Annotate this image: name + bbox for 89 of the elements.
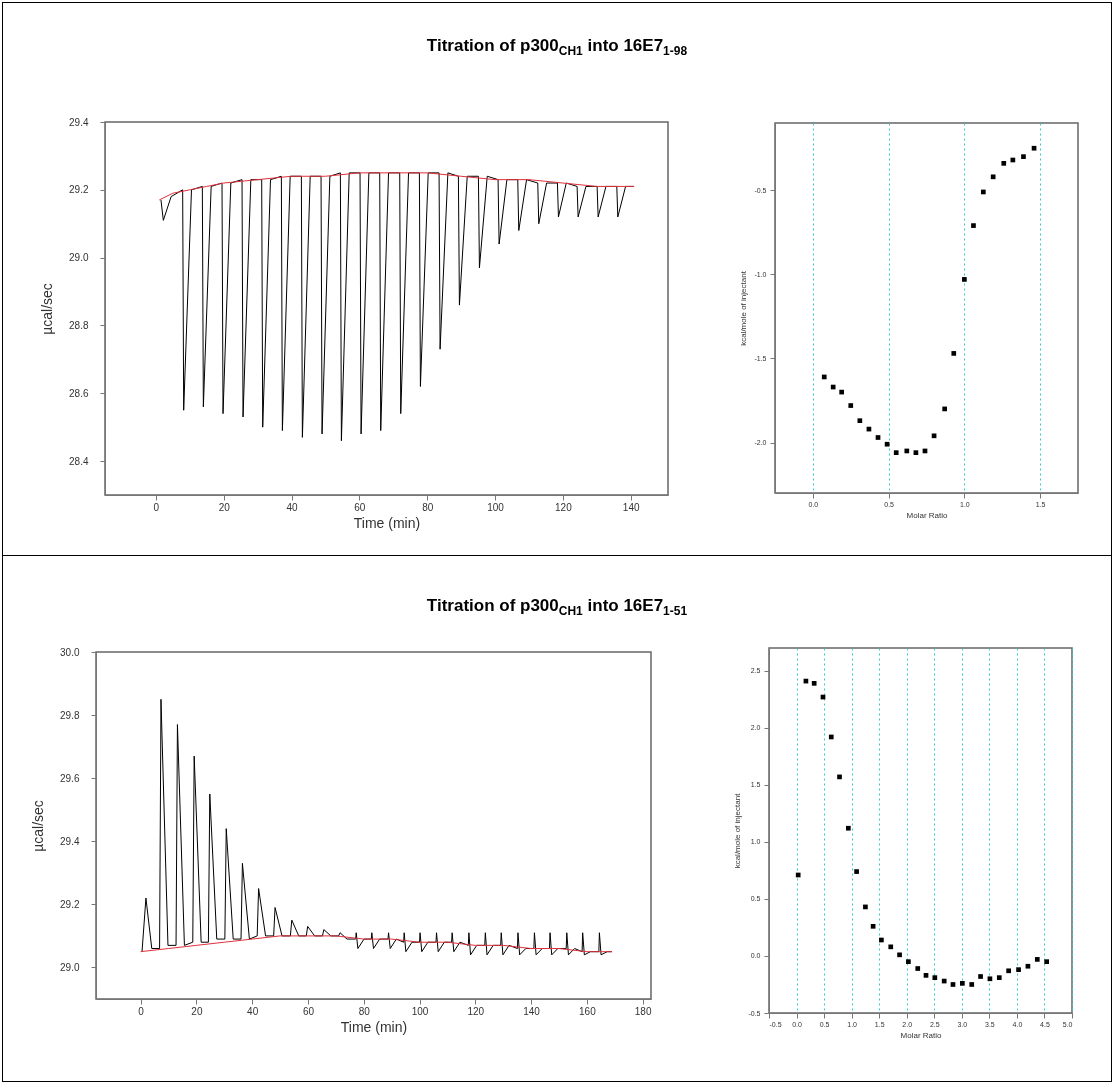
y-tick-label: 29.2 bbox=[69, 184, 89, 196]
point bbox=[1016, 967, 1021, 972]
x-tick-label: 20 bbox=[218, 501, 231, 513]
x-axis-title: Time (min) bbox=[340, 1018, 408, 1035]
x-tick-label: 140 bbox=[523, 1005, 541, 1017]
point bbox=[870, 923, 876, 929]
point bbox=[942, 406, 948, 412]
point bbox=[888, 944, 894, 950]
x-tick-label: 100 bbox=[411, 1005, 429, 1017]
x-tick-label: 80 bbox=[358, 1005, 371, 1017]
chart-title: Titration of p300$_{CH1}$ into 16E7$_{1-98}$ bbox=[425, 36, 689, 59]
y-tick-label: 29.2 bbox=[60, 898, 80, 910]
point bbox=[1034, 957, 1040, 962]
y-tick-label: 28.6 bbox=[69, 387, 89, 399]
point bbox=[1031, 145, 1037, 151]
x-tick-label: 0 bbox=[153, 501, 160, 513]
y-axis-title: µcal/sec bbox=[39, 283, 56, 335]
point bbox=[863, 904, 868, 910]
y-tick-label: 29.4 bbox=[60, 835, 80, 847]
x-axis-title: Time (min) bbox=[353, 514, 421, 531]
x-tick-label: 20 bbox=[191, 1005, 203, 1017]
point bbox=[980, 189, 986, 195]
y-tick-label: 30.0 bbox=[60, 646, 80, 658]
x-tick-label: 120 bbox=[467, 1005, 485, 1017]
y-axis-title: kcal/mole of injectant bbox=[733, 792, 743, 869]
x-tick-label: 120 bbox=[555, 501, 573, 513]
point bbox=[969, 982, 975, 987]
point bbox=[811, 681, 817, 686]
line-series bbox=[140, 935, 613, 953]
point bbox=[904, 448, 910, 454]
point bbox=[1006, 968, 1011, 974]
point bbox=[893, 450, 899, 455]
point bbox=[913, 450, 919, 455]
x-axis-title: Molar Ratio bbox=[906, 510, 948, 520]
x-tick-label: 0 bbox=[138, 1005, 145, 1017]
x-tick-label: 100 bbox=[487, 501, 505, 513]
point bbox=[897, 952, 902, 958]
point bbox=[884, 441, 890, 447]
point bbox=[915, 966, 921, 971]
point bbox=[1044, 959, 1049, 965]
point bbox=[839, 389, 845, 395]
y-tick-label: 29.0 bbox=[60, 961, 80, 973]
point bbox=[923, 973, 929, 978]
point bbox=[971, 223, 976, 228]
point bbox=[951, 351, 957, 356]
y-tick-label: 29.4 bbox=[69, 116, 89, 128]
point bbox=[932, 975, 938, 980]
x-tick-label: 80 bbox=[422, 501, 434, 513]
point bbox=[857, 418, 863, 424]
y-axis-title: kcal/mole of injectant bbox=[739, 270, 749, 346]
point bbox=[1021, 154, 1026, 159]
y-tick-label: 29.0 bbox=[69, 252, 89, 264]
point bbox=[931, 433, 937, 439]
point bbox=[990, 174, 996, 180]
y-axis-title: µcal/sec bbox=[30, 800, 47, 852]
point bbox=[941, 978, 947, 984]
line-series bbox=[158, 172, 635, 201]
point bbox=[837, 774, 842, 780]
point bbox=[906, 959, 911, 965]
point bbox=[821, 374, 827, 380]
y-tick-label: 29.8 bbox=[60, 709, 80, 721]
x-axis-title: Molar Ratio bbox=[900, 1030, 942, 1040]
point bbox=[960, 981, 965, 986]
y-tick-label: 28.8 bbox=[69, 319, 89, 331]
point bbox=[848, 403, 854, 408]
y-tick-label: 28.4 bbox=[69, 455, 89, 467]
y-tick-label: 29.6 bbox=[60, 772, 80, 784]
x-tick-label: 40 bbox=[286, 501, 299, 513]
point bbox=[996, 975, 1002, 980]
point bbox=[845, 825, 851, 831]
x-tick-label: 60 bbox=[354, 501, 366, 513]
x-tick-label: 180 bbox=[634, 1005, 652, 1017]
point bbox=[854, 869, 859, 874]
point bbox=[978, 974, 983, 979]
x-tick-label: 60 bbox=[302, 1005, 315, 1017]
point bbox=[830, 384, 836, 390]
point bbox=[987, 976, 993, 982]
chart-title: Titration of p300$_{CH1}$ into 16E7$_{1-51}$ bbox=[425, 596, 689, 619]
point bbox=[875, 435, 881, 440]
point bbox=[1001, 161, 1007, 166]
x-tick-label: 160 bbox=[579, 1005, 597, 1017]
point bbox=[1025, 963, 1031, 969]
point bbox=[962, 277, 967, 282]
point bbox=[828, 734, 834, 740]
point bbox=[950, 982, 956, 987]
point bbox=[795, 872, 801, 878]
x-tick-label: 40 bbox=[247, 1005, 259, 1017]
x-tick-label: 140 bbox=[622, 501, 640, 513]
point bbox=[879, 937, 884, 943]
